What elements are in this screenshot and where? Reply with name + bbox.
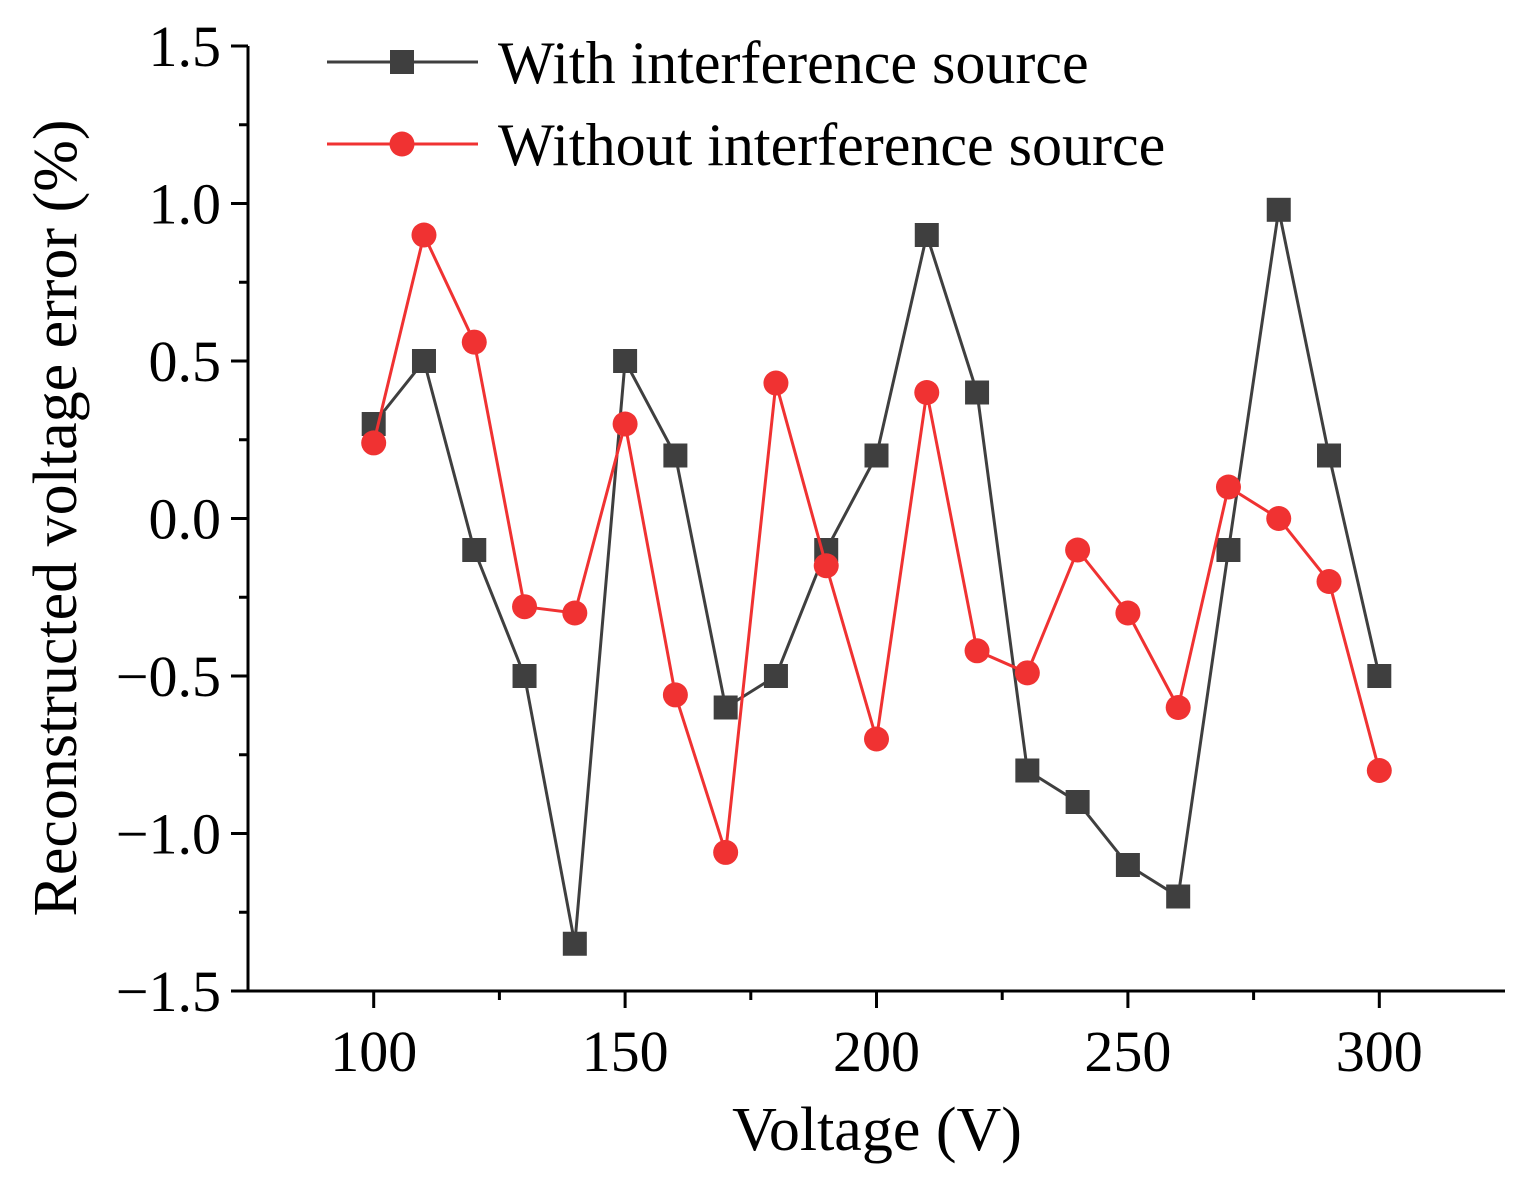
y-tick-label: −1.5: [116, 959, 221, 1024]
x-tick-label: 250: [1084, 1019, 1171, 1084]
series-1: [361, 197, 1392, 956]
data-point: [1317, 443, 1342, 468]
data-point: [1115, 853, 1140, 877]
data-point: [713, 695, 738, 720]
y-ticks: 1.5 1.0 0.5 0.0 −0.5 −1.0 −1.5: [116, 14, 248, 1024]
axes: [246, 46, 1505, 993]
data-point: [461, 329, 487, 355]
y-tick-label: 0.0: [149, 487, 222, 552]
data-point: [1266, 197, 1291, 222]
data-point: [613, 349, 638, 373]
data-point: [914, 223, 939, 247]
data-point: [1115, 600, 1141, 626]
x-ticks: 100 150 200 250 300: [330, 991, 1423, 1084]
data-point: [1065, 537, 1091, 563]
data-point: [1014, 660, 1040, 686]
data-point: [663, 443, 688, 468]
x-tick-label: 300: [1336, 1019, 1423, 1084]
x-tick-label: 150: [582, 1019, 669, 1084]
data-point: [914, 380, 940, 405]
data-point: [411, 349, 436, 373]
y-tick-label: 1.0: [149, 172, 222, 237]
data-point: [1166, 884, 1191, 909]
data-point: [662, 682, 688, 708]
data-point: [864, 443, 889, 468]
y-tick-label: −0.5: [116, 644, 221, 709]
legend-marker: [389, 131, 415, 157]
data-point: [1216, 538, 1241, 562]
data-point: [1266, 506, 1292, 531]
data-point: [411, 222, 437, 248]
legend-label: With interference source: [498, 30, 1089, 96]
series-layer: [361, 197, 1392, 956]
data-point: [361, 430, 387, 456]
y-tick-label: 1.5: [149, 14, 222, 79]
data-point: [813, 553, 839, 579]
legend-item-1: With interference source: [327, 30, 1089, 96]
data-point: [1015, 758, 1040, 783]
data-point: [713, 839, 739, 865]
x-tick-label: 100: [330, 1019, 417, 1084]
data-point: [763, 370, 789, 396]
data-point: [562, 600, 588, 626]
data-point: [964, 638, 990, 664]
data-point: [763, 664, 788, 688]
legend: With interference source Without interfer…: [327, 30, 1165, 178]
data-point: [612, 411, 638, 437]
data-point: [1367, 664, 1392, 688]
data-point: [562, 931, 587, 956]
data-point: [512, 664, 537, 688]
series-line: [372, 209, 1381, 945]
x-axis-title: Voltage (V): [732, 1096, 1022, 1164]
series-2: [361, 222, 1392, 865]
legend-item-2: Without interference source: [327, 112, 1165, 178]
legend-marker: [390, 50, 414, 74]
legend-label: Without interference source: [498, 112, 1165, 178]
y-axis-title: Reconstructed voltage error (%): [22, 119, 90, 916]
data-point: [1165, 695, 1191, 720]
data-point: [1215, 474, 1241, 500]
data-point: [1065, 790, 1090, 814]
data-point: [1366, 758, 1392, 783]
data-point: [965, 380, 990, 405]
y-tick-label: 0.5: [149, 329, 222, 394]
data-point: [1316, 569, 1342, 594]
y-tick-label: −1.0: [116, 802, 221, 867]
data-point: [864, 726, 889, 752]
data-point: [462, 538, 487, 562]
x-tick-label: 200: [833, 1019, 920, 1084]
data-point: [512, 594, 538, 620]
